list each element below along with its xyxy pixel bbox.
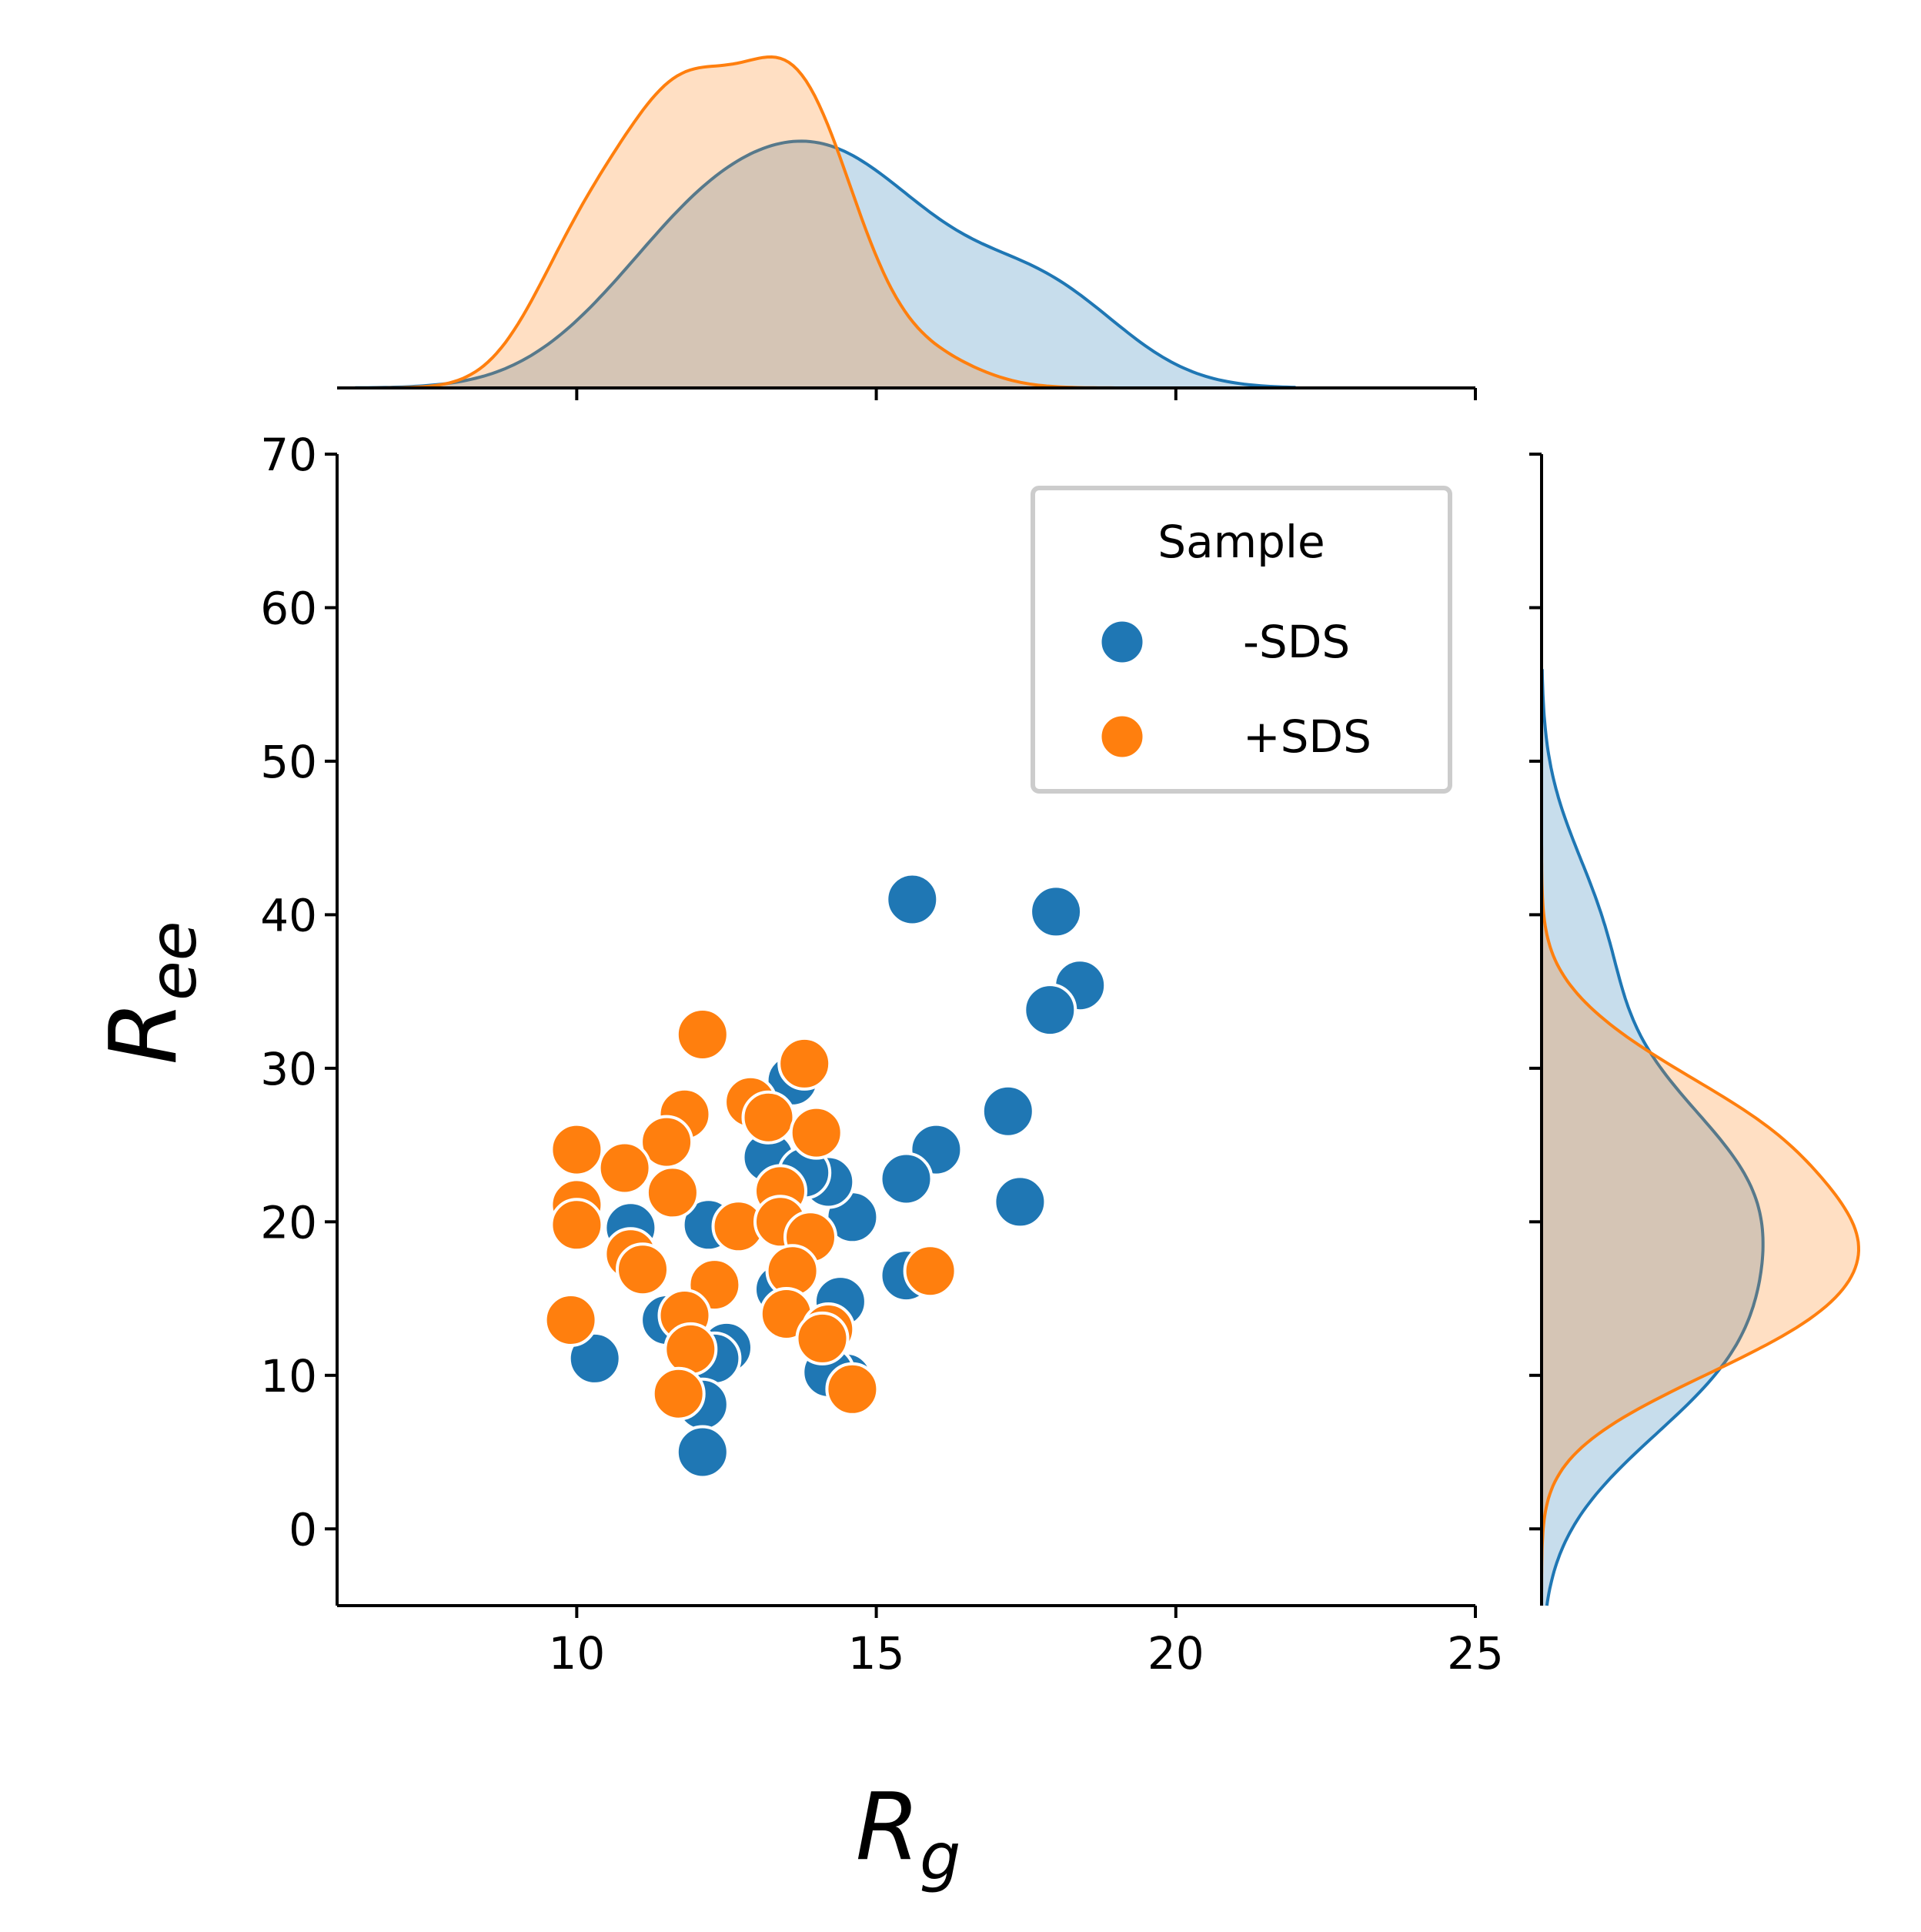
right-kde-line [1540, 669, 1765, 1606]
y-tick-label: 40 [260, 889, 317, 941]
y-axis-title: Ree [91, 921, 211, 1065]
y-tick-label: 30 [260, 1043, 317, 1095]
y-tick-label: 60 [260, 582, 317, 634]
x-tick-label: 20 [1148, 1627, 1204, 1680]
top-marginal-kde [337, 55, 1477, 400]
legend-marker-plus-sds [1099, 714, 1145, 760]
scatter-point-minus-sds [1029, 884, 1084, 939]
y-tick-label: 70 [260, 429, 317, 481]
scatter-point-plus-sds [651, 1366, 706, 1421]
scatter-point-minus-sds [675, 1425, 730, 1479]
scatter-point-plus-sds [597, 1141, 652, 1195]
x-tick-label: 25 [1447, 1627, 1504, 1680]
scatter-point-minus-sds [981, 1084, 1035, 1138]
scatter-point-plus-sds [825, 1362, 880, 1416]
legend-title: Sample [1158, 516, 1325, 568]
scatter-point-plus-sds [903, 1244, 957, 1299]
right-kde-fill [1542, 669, 1859, 1606]
y-tick-label: 50 [260, 736, 317, 788]
y-tick-label: 20 [260, 1196, 317, 1248]
main-scatter-axes: 10 15 20 25 0 10 20 30 40 50 60 70 [260, 429, 1504, 1680]
scatter-point-plus-sds [675, 1008, 730, 1061]
y-tick-label: 10 [260, 1350, 317, 1402]
scatter-point-minus-sds [885, 872, 940, 927]
scatter-point-minus-sds [879, 1152, 934, 1206]
scatter-point-plus-sds [550, 1122, 604, 1177]
legend-label-plus-sds: +SDS [1243, 710, 1371, 763]
scatter-point-plus-sds [543, 1293, 598, 1347]
scatter-point-plus-sds [795, 1311, 850, 1365]
legend: Sample -SDS +SDS [1031, 486, 1452, 794]
x-tick-label: 10 [548, 1627, 605, 1680]
x-tick-label: 15 [848, 1627, 905, 1680]
scatter-point-minus-sds [993, 1175, 1047, 1229]
scatter-point-plus-sds [645, 1165, 700, 1220]
scatter-point-plus-sds [616, 1242, 670, 1297]
scatter-points [543, 872, 1107, 1479]
scatter-point-plus-sds [777, 1036, 832, 1091]
x-axis-title: Rg [856, 1774, 961, 1894]
right-marginal-kde [1529, 453, 1861, 1606]
scatter-point-plus-sds [663, 1322, 718, 1376]
scatter-point-minus-sds [567, 1331, 622, 1385]
top-kde-line [355, 139, 1296, 389]
y-tick-label: 0 [289, 1503, 317, 1556]
top-kde-fill [355, 141, 1296, 388]
legend-label-minus-sds: -SDS [1243, 616, 1350, 668]
legend-frame [1031, 486, 1452, 794]
legend-marker-minus-sds [1099, 619, 1145, 665]
scatter-point-minus-sds [1023, 983, 1077, 1038]
scatter-point-plus-sds [550, 1198, 604, 1252]
top-kde-fill [355, 57, 1296, 388]
scatter-point-plus-sds [741, 1090, 796, 1145]
scatter-point-plus-sds [789, 1105, 844, 1160]
